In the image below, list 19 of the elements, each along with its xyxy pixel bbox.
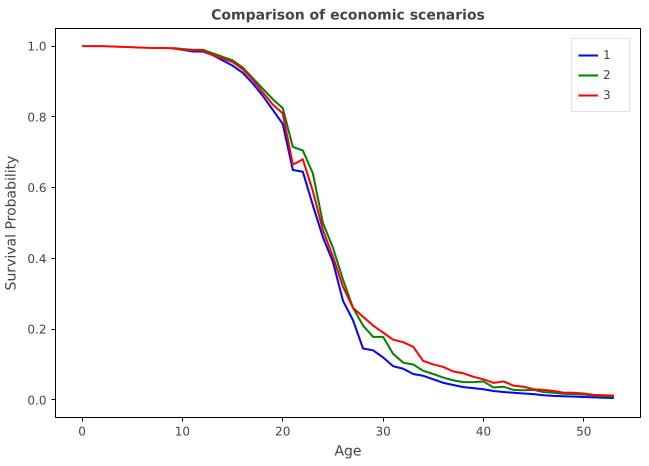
y-tick-label: 0.8 <box>27 110 47 124</box>
y-axis-title: Survival Probability <box>3 156 20 290</box>
x-tick-label: 50 <box>576 424 592 438</box>
y-tick-label: 0.2 <box>27 322 47 337</box>
legend-label: 2 <box>603 68 612 82</box>
y-tick-label: 0.0 <box>27 393 47 408</box>
legend-label: 1 <box>603 48 612 62</box>
y-tick-label: 0.6 <box>27 181 47 196</box>
x-tick-label: 10 <box>174 424 190 438</box>
legend-label: 3 <box>603 88 612 102</box>
x-tick-label: 40 <box>476 424 492 438</box>
x-tick-label: 30 <box>375 424 391 438</box>
chart-title: Comparison of economic scenarios <box>211 8 485 24</box>
x-axis-title: Age <box>334 444 362 460</box>
x-tick-label: 0 <box>78 424 86 438</box>
x-tick-label: 20 <box>275 424 290 438</box>
y-tick-label: 0.4 <box>27 252 47 266</box>
line-series <box>81 45 615 397</box>
y-tick-label: 1.0 <box>27 40 47 54</box>
